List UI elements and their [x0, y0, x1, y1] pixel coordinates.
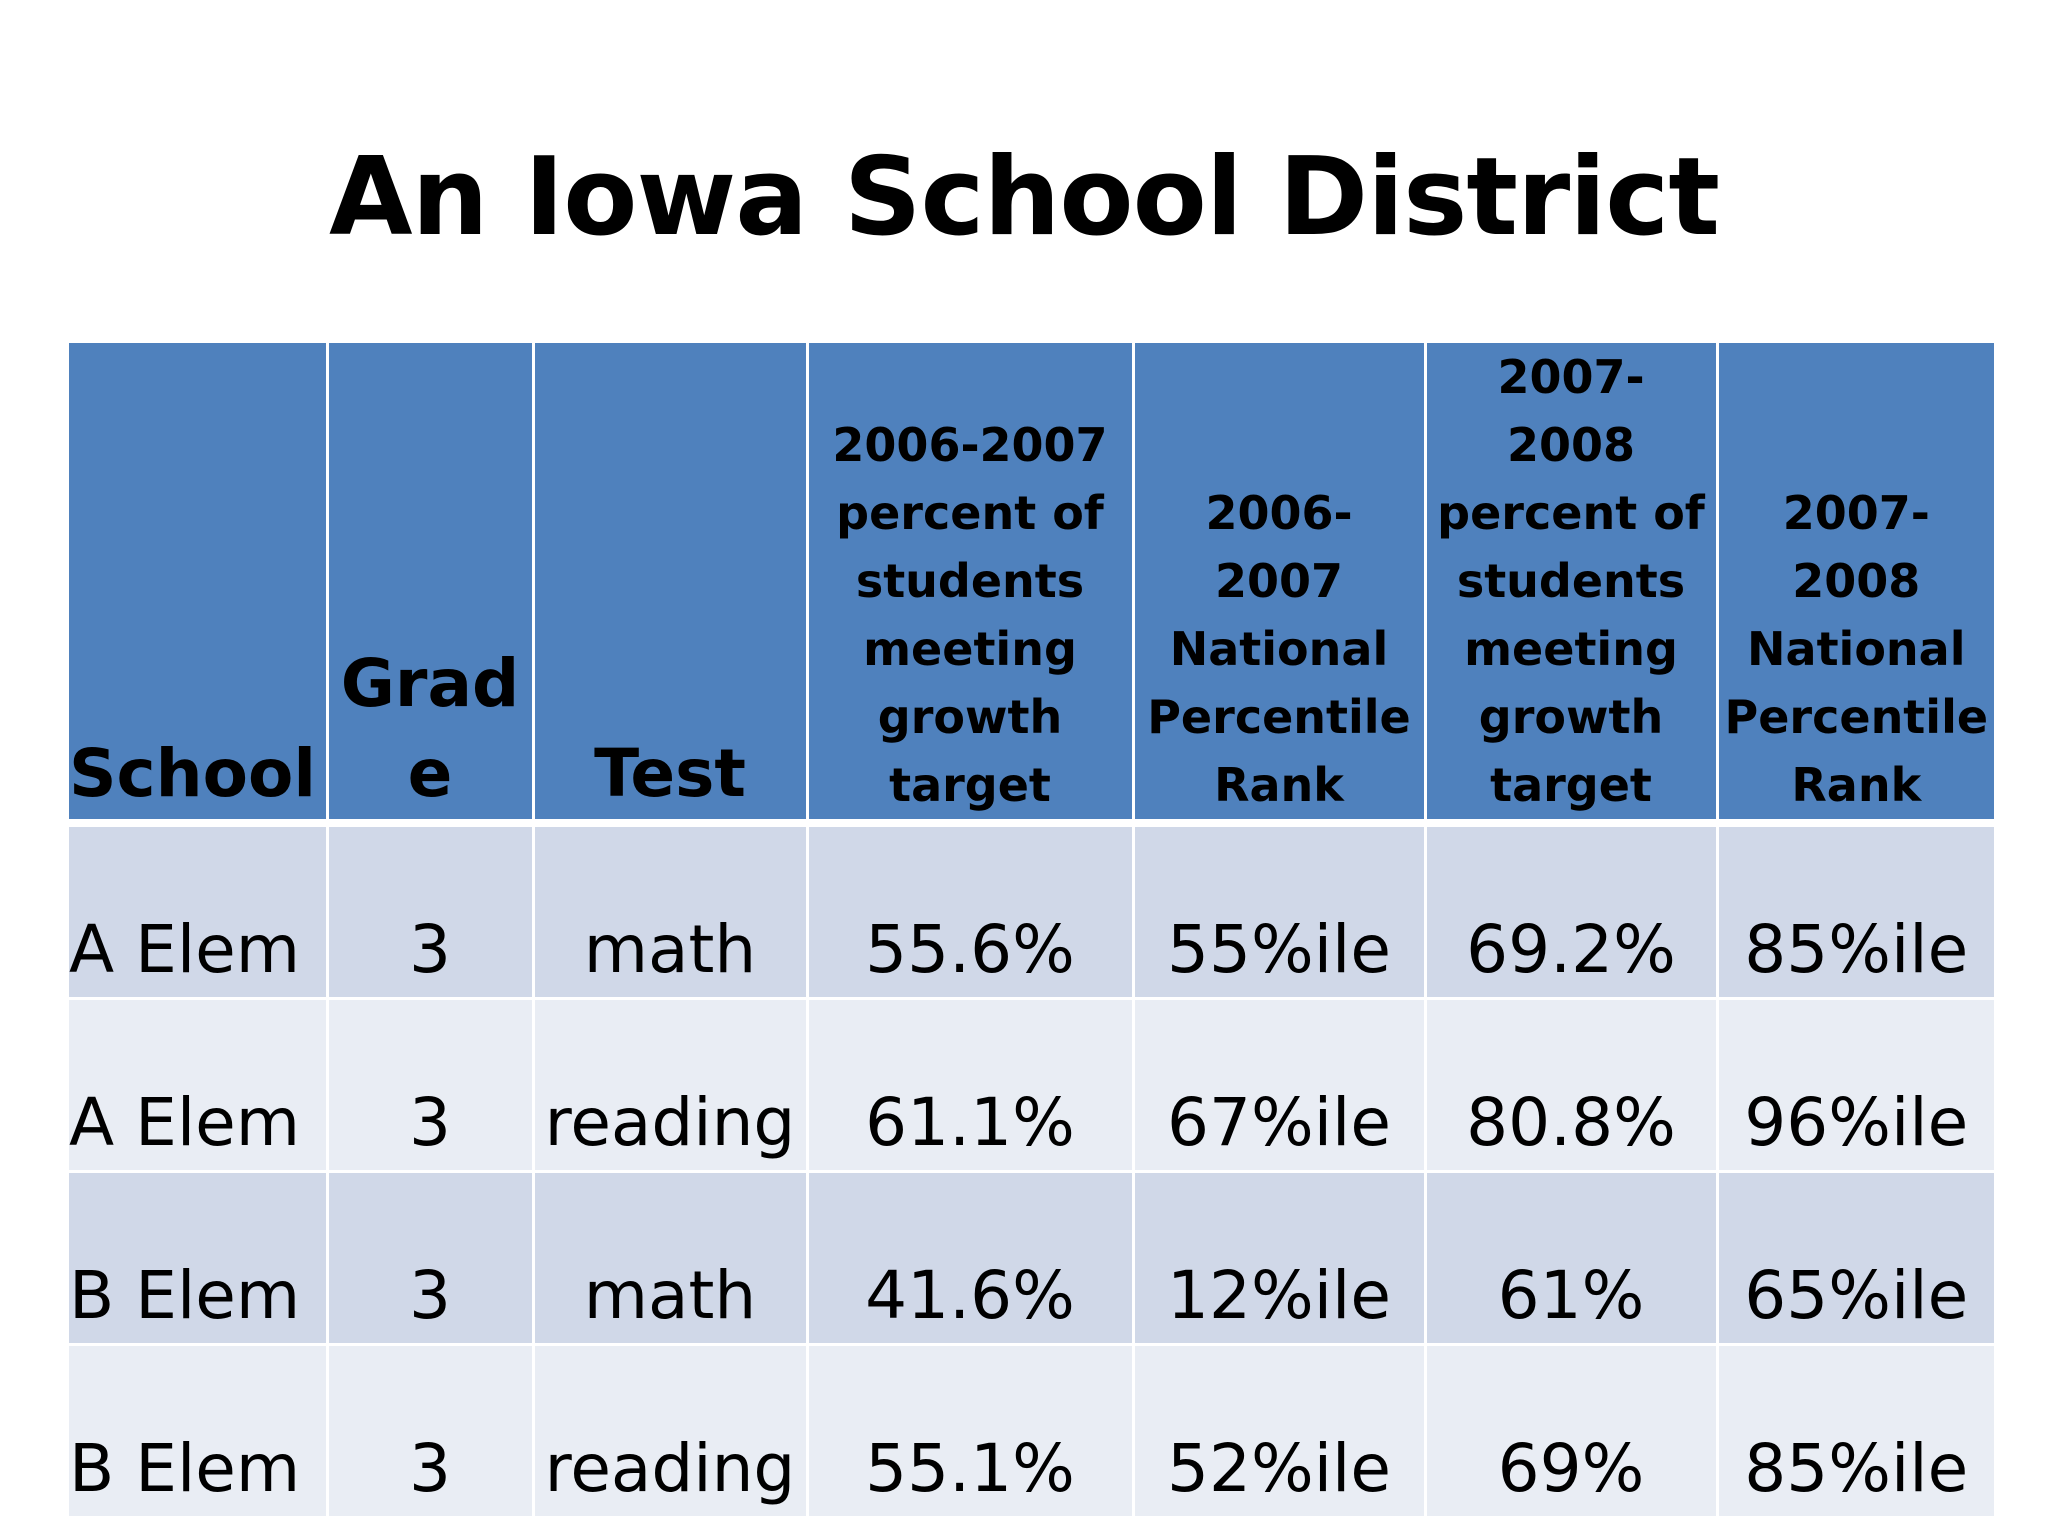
cell-school: A Elem: [69, 998, 329, 1173]
header-grade: Grad e: [327, 343, 535, 827]
cell-2007-2008-growth: 61%: [1425, 1171, 1719, 1346]
cell-school: B Elem: [69, 1171, 329, 1346]
cell-2006-2007-rank: 52%ile: [1133, 1344, 1427, 1519]
header-2006-2007-growth: 2006-2007 percent of students meeting gr…: [807, 343, 1135, 827]
cell-grade: 3: [327, 823, 535, 1000]
cell-2007-2008-growth: 69.2%: [1425, 823, 1719, 1000]
cell-test: math: [533, 823, 809, 1000]
header-2007-2008-rank: 2007-2008 National Percentile Rank: [1717, 343, 1995, 827]
cell-grade: 3: [327, 998, 535, 1173]
cell-2007-2008-rank: 85%ile: [1717, 823, 1995, 1000]
cell-2007-2008-rank: 96%ile: [1717, 998, 1995, 1173]
cell-test: reading: [533, 1344, 809, 1519]
cell-2007-2008-growth: 69%: [1425, 1344, 1719, 1519]
cell-2006-2007-rank: 12%ile: [1133, 1171, 1427, 1346]
cell-school: A Elem: [69, 823, 329, 1000]
cell-2006-2007-rank: 55%ile: [1133, 823, 1427, 1000]
cell-2007-2008-rank: 65%ile: [1717, 1171, 1995, 1346]
cell-2006-2007-growth: 61.1%: [807, 998, 1135, 1173]
header-2006-2007-rank: 2006-2007 National Percentile Rank: [1133, 343, 1427, 827]
cell-2007-2008-rank: 85%ile: [1717, 1344, 1995, 1519]
header-test: Test: [533, 343, 809, 827]
cell-grade: 3: [327, 1171, 535, 1346]
header-school: School: [69, 343, 329, 827]
cell-grade: 3: [327, 1344, 535, 1519]
header-2007-2008-growth: 2007-2008 percent of students meeting gr…: [1425, 343, 1719, 827]
cell-2007-2008-growth: 80.8%: [1425, 998, 1719, 1173]
cell-2006-2007-growth: 55.6%: [807, 823, 1135, 1000]
cell-2006-2007-growth: 55.1%: [807, 1344, 1135, 1519]
cell-test: reading: [533, 998, 809, 1173]
table-row: A Elem 3 math 55.6% 55%ile 69.2% 85%ile: [69, 823, 1995, 1000]
cell-2006-2007-rank: 67%ile: [1133, 998, 1427, 1173]
cell-school: B Elem: [69, 1344, 329, 1519]
cell-2006-2007-growth: 41.6%: [807, 1171, 1135, 1346]
results-table: School Grad e Test 2006-2007 percent of …: [69, 343, 1995, 1519]
table-row: B Elem 3 math 41.6% 12%ile 61% 65%ile: [69, 1171, 1995, 1346]
cell-test: math: [533, 1171, 809, 1346]
table-header-row: School Grad e Test 2006-2007 percent of …: [69, 343, 1995, 827]
slide-title: An Iowa School District: [329, 135, 1720, 260]
table-row: B Elem 3 reading 55.1% 52%ile 69% 85%ile: [69, 1344, 1995, 1519]
table-row: A Elem 3 reading 61.1% 67%ile 80.8% 96%i…: [69, 998, 1995, 1173]
